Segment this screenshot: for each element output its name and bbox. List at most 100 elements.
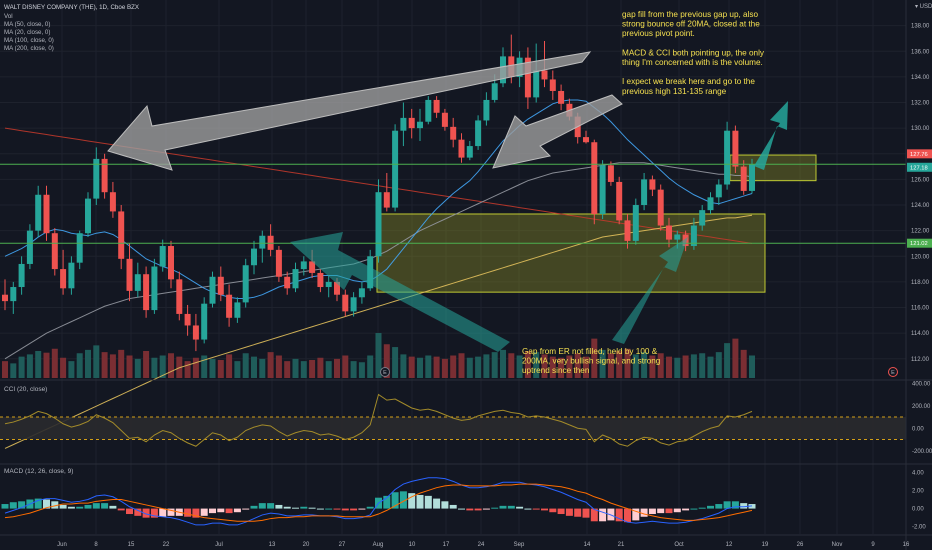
indicator-label: MA (100, close, 0) (4, 37, 54, 44)
macd-histogram-bar (184, 508, 192, 517)
top-note-line: thing I'm concerned with is the volume. (622, 58, 763, 67)
cci-tick-label: 400.00 (912, 381, 931, 387)
macd-histogram-bar (117, 508, 125, 511)
macd-histogram-bar (516, 506, 524, 509)
candle-body (641, 179, 648, 206)
volume-bar (51, 348, 58, 378)
volume-bar (508, 353, 515, 378)
macd-histogram-bar (740, 503, 748, 509)
date-tick-label: 21 (618, 542, 625, 548)
cci-tick-label: -200.00 (912, 449, 932, 455)
candle-body (134, 274, 141, 291)
volume-bar (192, 357, 199, 378)
arrow-to-gap-fill (492, 94, 623, 169)
candle-body (740, 166, 747, 191)
candle-body (483, 99, 490, 121)
date-tick-label: Jul (215, 542, 223, 548)
candle-body (159, 246, 166, 267)
candle-body (466, 146, 473, 158)
macd-histogram-bar (491, 507, 499, 509)
volume-bar (674, 357, 681, 378)
macd-histogram-bar (433, 498, 441, 509)
volume-bar (134, 358, 141, 378)
price-tick-label: 124.00 (911, 203, 930, 209)
volume-bar (715, 352, 722, 378)
candle-body (649, 179, 656, 190)
price-tick-label: 126.00 (911, 177, 930, 183)
volume-bar (583, 356, 589, 378)
macd-histogram-bar (316, 508, 324, 510)
macd-histogram-bar (109, 505, 117, 509)
volume-bar (707, 356, 714, 378)
candle-body (201, 303, 208, 340)
volume-bar (350, 361, 357, 378)
volume-bar (607, 353, 614, 378)
volume-bar (666, 356, 672, 378)
price-label-box (907, 162, 932, 172)
macd-histogram-bar (640, 508, 648, 517)
candle-body (657, 189, 664, 226)
candle-body (441, 112, 448, 127)
candle-body (491, 83, 498, 100)
volume-bar (749, 355, 755, 378)
candle-body (417, 121, 423, 129)
price-label: 121.02 (910, 241, 928, 247)
macd-histogram-bar (92, 503, 100, 509)
currency-label: ▾ USD (915, 4, 932, 10)
volume-bar (284, 361, 291, 378)
volume-bar (35, 351, 42, 378)
candle-body (275, 249, 282, 277)
candle-body (475, 120, 482, 147)
candle-body (524, 57, 531, 98)
macd-tick-label: 0.00 (912, 507, 924, 513)
macd-histogram-bar (590, 508, 598, 522)
candle-body (184, 313, 191, 326)
volume-bar (599, 349, 606, 378)
macd-histogram-bar (18, 501, 26, 509)
macd-histogram-bar (341, 508, 349, 511)
cci-tick-label: 200.00 (912, 404, 931, 410)
price-tick-label: 132.00 (911, 101, 930, 107)
price-tick-label: 114.00 (911, 331, 930, 337)
candle-body (10, 287, 17, 302)
volume-bar (632, 354, 639, 378)
macd-histogram-bar (482, 508, 490, 510)
candle-body (126, 258, 133, 291)
cci-line (4, 393, 753, 447)
candle-body (558, 90, 565, 104)
volume-bar (342, 355, 349, 378)
candle-body (209, 276, 216, 304)
volume-bar (367, 355, 374, 378)
date-tick-label: Nov (832, 542, 843, 548)
macd-histogram-bar (615, 508, 623, 522)
macd-histogram-bar (391, 492, 399, 509)
date-tick-label: 12 (726, 542, 733, 548)
volume-bar (85, 349, 91, 378)
volume-bar (226, 354, 233, 378)
volume-bar (616, 351, 623, 378)
macd-histogram-bar (449, 504, 457, 509)
volume-bar (358, 362, 365, 378)
candle-body (168, 246, 174, 280)
macd-histogram-bar (233, 508, 241, 513)
candle-body (666, 225, 672, 240)
volume-bar (491, 352, 498, 378)
bottom-note-line: Gap from ER not filled, held by 100 & (522, 347, 658, 356)
macd-histogram-bar (466, 508, 474, 511)
candle-body (309, 261, 316, 273)
macd-histogram-bar (350, 508, 358, 511)
candle-body (143, 274, 150, 311)
macd-histogram-bar (366, 506, 374, 509)
macd-histogram-bar (399, 491, 407, 509)
price-tick-label: 112.00 (911, 357, 930, 363)
candle-body (76, 233, 83, 263)
volume-bar (126, 355, 133, 378)
top-note-line: gap fill from the previous gap up, also (622, 10, 759, 19)
top-note-line: MACD & CCI both pointing up, the only (622, 48, 765, 57)
macd-histogram-bar (408, 493, 416, 509)
candle-body (101, 158, 108, 193)
volume-bar (151, 357, 158, 378)
candle-body (26, 230, 33, 264)
